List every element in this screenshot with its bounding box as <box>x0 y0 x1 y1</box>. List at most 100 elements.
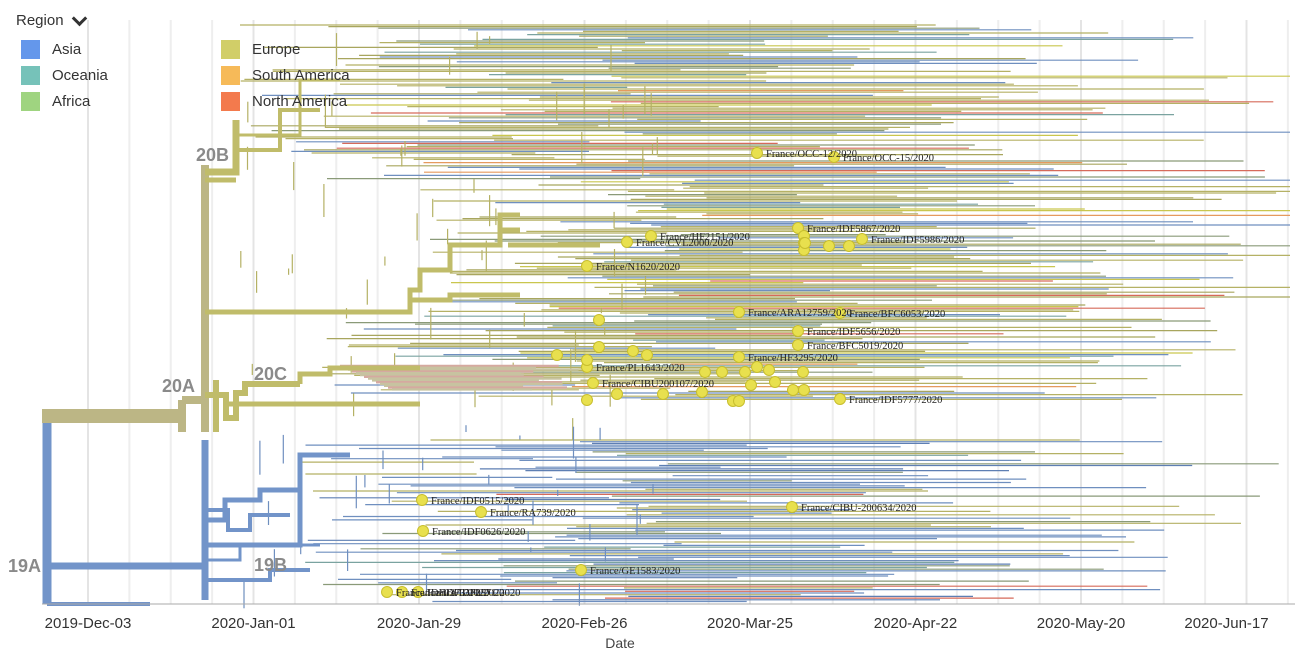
clade-labels: 20B 20A 20C 19A 19B <box>8 145 287 576</box>
legend-item[interactable]: South America <box>221 62 401 88</box>
axis-tick-label: 2020-Jan-01 <box>211 615 295 632</box>
clade-label: 20C <box>254 364 287 384</box>
legend-item[interactable]: Asia <box>21 36 221 62</box>
tip-marker[interactable] <box>581 354 593 366</box>
tip-label: France/OCC-12/2020 <box>766 149 857 160</box>
tip-label: France/HF2151/2020 <box>660 232 750 243</box>
tip-marker[interactable] <box>396 586 408 598</box>
tip-label: France/GE1583/2020 <box>590 566 680 577</box>
tip-marker[interactable] <box>575 564 587 576</box>
legend-swatch <box>21 91 40 111</box>
axis-tick-label: 2020-Jan-29 <box>377 615 461 632</box>
tip-marker[interactable] <box>475 506 487 518</box>
clade-label: 19B <box>254 555 287 575</box>
tree-backbone[interactable] <box>42 78 600 606</box>
tip-label: France/IDF5867/2020 <box>807 224 900 235</box>
tip-marker[interactable] <box>792 325 804 337</box>
tip-marker[interactable] <box>769 376 781 388</box>
clade-label: 20B <box>196 145 229 165</box>
tip-marker[interactable] <box>627 345 639 357</box>
tip-label: France/N1620/2020 <box>596 262 680 273</box>
tip-marker[interactable] <box>696 386 708 398</box>
tip-marker[interactable] <box>834 307 846 319</box>
tip-marker[interactable] <box>834 393 846 405</box>
axis-tick-label: 2020-Feb-26 <box>542 615 628 632</box>
tip-label: France/ARA12759/2020 <box>748 308 852 319</box>
tip-marker[interactable] <box>621 236 633 248</box>
tip-label: France/CIBU200107/2020 <box>602 379 714 390</box>
tip-marker[interactable] <box>716 366 728 378</box>
tip-marker[interactable] <box>798 384 810 396</box>
tip-marker[interactable] <box>657 388 669 400</box>
tip-marker[interactable] <box>699 366 711 378</box>
tip-label: France/IDF0515/2020 <box>431 496 524 507</box>
tip-marker[interactable] <box>645 230 657 242</box>
legend-label: Europe <box>252 40 301 58</box>
tip-marker[interactable] <box>381 586 393 598</box>
tip-marker[interactable] <box>412 586 424 598</box>
tip-marker[interactable] <box>797 366 809 378</box>
tip-marker[interactable] <box>856 233 868 245</box>
tip-marker[interactable] <box>787 384 799 396</box>
tip-marker[interactable] <box>828 151 840 163</box>
tip-marker[interactable] <box>763 364 775 376</box>
region-legend: Region Asia Oceania Africa Europe South Amer… <box>12 10 412 120</box>
axis-tick-label: 2020-Jun-17 <box>1184 615 1268 632</box>
legend-title-button[interactable]: Region <box>16 10 87 29</box>
chevron-down-icon <box>71 10 87 26</box>
legend-label: South America <box>252 66 350 84</box>
tip-marker[interactable] <box>786 501 798 513</box>
tip-marker[interactable] <box>792 339 804 351</box>
tip-label: France/IDF0626/2020 <box>432 527 525 538</box>
tip-marker[interactable] <box>593 314 605 326</box>
tip-marker[interactable] <box>581 394 593 406</box>
legend-title: Region <box>16 12 64 29</box>
legend-item[interactable]: North America <box>221 88 401 114</box>
tip-marker[interactable] <box>745 379 757 391</box>
axis-tick-label: 2020-Apr-22 <box>874 615 957 632</box>
tip-marker[interactable] <box>581 260 593 272</box>
tip-marker[interactable] <box>551 349 563 361</box>
legend-swatch <box>21 65 40 85</box>
tip-marker[interactable] <box>792 222 804 234</box>
tip-label: France/OCC-15/2020 <box>843 153 934 164</box>
tip-label: France/CVL2000/2020 <box>636 238 733 249</box>
tip-marker[interactable] <box>593 341 605 353</box>
legend-item[interactable]: Oceania <box>21 62 221 88</box>
legend-label: Asia <box>52 40 82 58</box>
tip-marker[interactable] <box>799 237 811 249</box>
tip-label: France/IDF5777/2020 <box>849 395 942 406</box>
tip-label: France/BFC6053/2020 <box>849 309 945 320</box>
tip-marker[interactable] <box>733 395 745 407</box>
legend-label: North America <box>252 92 348 110</box>
legend-swatch <box>221 39 240 59</box>
tip-marker[interactable] <box>641 349 653 361</box>
tip-label: France/BFC5019/2020 <box>807 341 903 352</box>
tip-marker[interactable] <box>751 361 763 373</box>
tip-marker[interactable] <box>843 240 855 252</box>
tip-marker[interactable] <box>416 494 428 506</box>
axis-tick-label: 2019-Dec-03 <box>45 615 132 632</box>
tip-marker[interactable] <box>739 366 751 378</box>
tip-label: France/PL1643/2020 <box>596 363 685 374</box>
axis-tick-label: 2020-May-20 <box>1037 615 1125 632</box>
tip-marker[interactable] <box>823 240 835 252</box>
tip-marker[interactable] <box>587 377 599 389</box>
tip-label: France/CIBU-200634/2020 <box>801 503 917 514</box>
tip-marker[interactable] <box>417 525 429 537</box>
tip-marker[interactable] <box>751 147 763 159</box>
axis-tick-label: 2020-Mar-25 <box>707 615 793 632</box>
tip-markers[interactable] <box>381 147 868 598</box>
tip-marker[interactable] <box>733 306 745 318</box>
legend-item[interactable]: Europe <box>221 36 401 62</box>
tip-label: France/IDF0373/2020 <box>396 588 489 599</box>
tip-label: France/IDF5656/2020 <box>807 327 900 338</box>
tip-marker[interactable] <box>611 388 623 400</box>
legend-label: Africa <box>52 92 91 110</box>
tip-marker[interactable] <box>733 351 745 363</box>
legend-item[interactable]: Africa <box>21 88 221 114</box>
x-axis: Date 2019-Dec-03 2020-Jan-01 2020-Jan-29 20… <box>42 603 1295 651</box>
clade-label: 19A <box>8 556 41 576</box>
